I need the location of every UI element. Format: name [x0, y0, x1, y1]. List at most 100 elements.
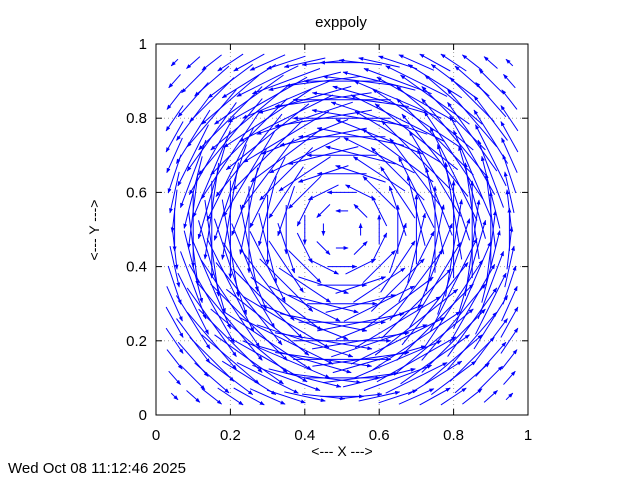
vector-arrow	[398, 54, 435, 71]
vector-arrow	[250, 276, 323, 331]
vector-arrow	[240, 249, 295, 321]
vector-arrow	[238, 94, 334, 142]
vector-arrow	[186, 89, 237, 148]
x-tick-label: 0.8	[443, 427, 464, 444]
vector-arrow	[396, 86, 474, 151]
vector-arrow	[501, 137, 518, 173]
vector-arrow	[194, 362, 230, 394]
vector-arrow	[440, 53, 467, 72]
vector-arrow	[189, 336, 235, 382]
vector-arrow	[385, 362, 448, 394]
vector-arrow	[312, 331, 410, 350]
vector-arrow	[242, 80, 330, 119]
vector-arrow	[221, 162, 239, 260]
vector-arrow	[421, 308, 486, 373]
vector-arrow	[177, 272, 209, 335]
vector-arrow	[233, 53, 265, 72]
vector-arrow	[168, 74, 181, 89]
vector-arrow	[188, 115, 235, 196]
vector-arrow	[175, 109, 211, 164]
vector-arrow	[396, 308, 474, 373]
vector-arrow	[186, 390, 201, 403]
vector-arrow	[501, 89, 518, 110]
vector-arrow	[473, 318, 508, 364]
vector-arrow	[225, 288, 310, 356]
vector-arrow	[429, 126, 478, 221]
x-tick-label: 1	[524, 427, 532, 444]
vector-arrow	[458, 145, 486, 239]
vector-arrow	[352, 156, 406, 192]
y-tick-label: 0.8	[126, 110, 147, 127]
vector-arrow	[353, 267, 406, 303]
vector-arrow	[207, 360, 254, 396]
vector-arrow	[277, 185, 295, 237]
vector-arrow	[335, 276, 387, 294]
vector-arrow	[419, 53, 451, 72]
vector-arrow	[389, 249, 444, 321]
vector-arrow	[213, 144, 247, 241]
vector-arrow	[198, 98, 263, 176]
vector-arrow	[316, 204, 331, 218]
vector-arrow	[501, 285, 518, 322]
vector-arrows	[165, 53, 519, 406]
vector-arrow	[167, 265, 182, 305]
vector-arrow	[502, 154, 517, 194]
vector-arrow	[317, 312, 405, 332]
vector-arrow	[206, 238, 255, 333]
vector-arrow	[217, 53, 244, 72]
vector-arrow	[425, 167, 445, 255]
vector-arrow	[484, 173, 496, 249]
vector-arrow	[424, 74, 483, 125]
vector-arrow	[362, 250, 396, 284]
vector-arrow	[503, 370, 516, 385]
vector-arrow	[385, 65, 448, 97]
vector-arrow	[166, 349, 183, 370]
vector-arrow	[407, 360, 463, 396]
vector-arrow	[447, 101, 498, 172]
vector-arrow	[215, 262, 283, 346]
vector-arrow	[483, 56, 498, 69]
vector-arrow	[473, 95, 508, 141]
vector-arrow	[371, 232, 388, 264]
vector-arrow	[266, 55, 306, 70]
y-tick-label: 0.4	[126, 259, 147, 276]
y-tick-label: 0	[139, 407, 147, 424]
plot-frame	[155, 43, 529, 416]
vector-arrow	[478, 69, 503, 94]
vector-arrow	[240, 138, 295, 210]
vector-arrow	[249, 54, 286, 71]
vector-arrow	[463, 162, 480, 260]
vector-arrow	[239, 167, 259, 255]
vector-arrow	[214, 74, 284, 125]
chart-title: exppoly	[315, 14, 367, 31]
vector-arrow	[500, 121, 519, 153]
vector-arrow	[335, 304, 423, 340]
vector-arrow	[424, 334, 483, 385]
vector-arrow	[473, 109, 509, 164]
vector-arrow	[198, 283, 263, 361]
vector-arrow	[440, 387, 467, 406]
vector-arrow	[232, 120, 303, 191]
vector-arrow	[177, 124, 209, 187]
vector-arrow	[250, 128, 322, 183]
vector-arrow	[380, 166, 416, 219]
vector-arrow	[419, 387, 451, 406]
vector-arrow	[210, 308, 288, 373]
vector-arrow	[331, 324, 428, 358]
vector-arrow	[223, 311, 312, 371]
vector-arrow	[165, 105, 184, 132]
vector-arrow	[500, 105, 519, 132]
vector-arrow	[335, 119, 423, 155]
vector-arrow	[362, 276, 434, 331]
vector-arrow	[353, 241, 368, 255]
vector-arrow	[447, 287, 498, 357]
vector-arrow	[345, 258, 377, 275]
vector-arrow	[502, 265, 517, 305]
vector-arrow	[361, 128, 434, 183]
vector-arrow	[296, 232, 313, 264]
vector-arrow	[258, 175, 277, 247]
vector-arrow	[225, 103, 310, 171]
x-tick-label: 0.2	[220, 427, 241, 444]
vector-arrow	[401, 113, 469, 197]
vector-arrow	[165, 327, 184, 354]
